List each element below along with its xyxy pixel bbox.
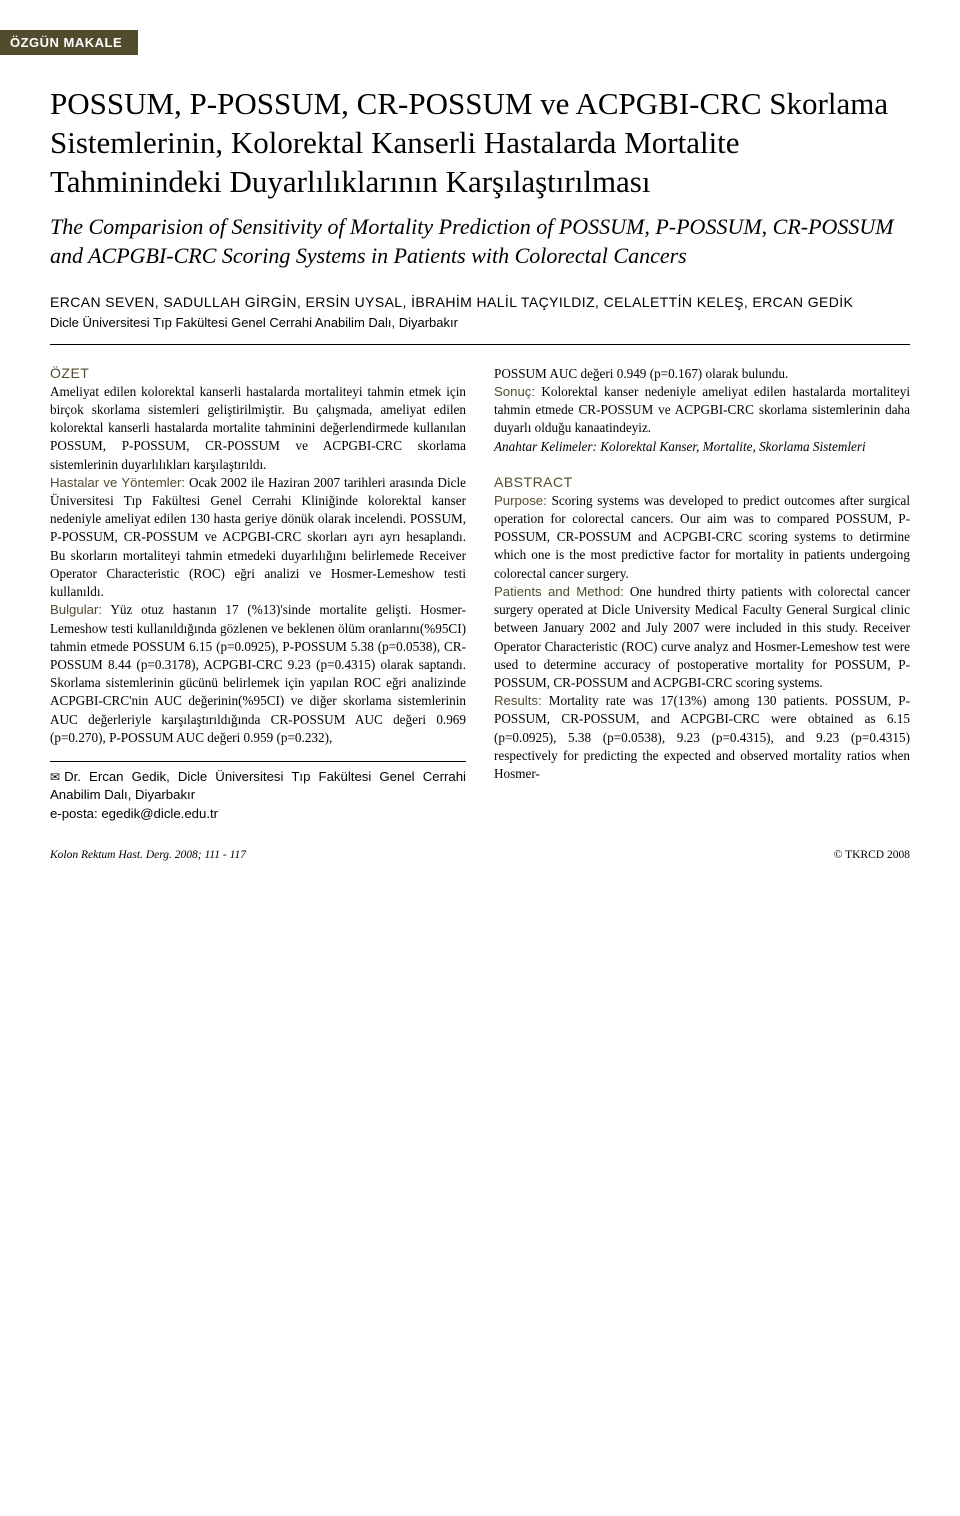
ozet-intro: Ameliyat edilen kolorektal kanserli hast…	[50, 383, 466, 474]
left-column: ÖZET Ameliyat edilen kolorektal kanserli…	[50, 365, 466, 823]
divider-rule	[50, 344, 910, 345]
abstract-results: Results: Mortality rate was 17(13%) amon…	[494, 692, 910, 783]
keywords-line: Anahtar Kelimeler: Kolorektal Kanser, Mo…	[494, 438, 910, 456]
footer-copyright: © TKRCD 2008	[834, 849, 910, 861]
page-footer: Kolon Rektum Hast. Derg. 2008; 111 - 117…	[50, 849, 910, 861]
patients-text: One hundred thirty patients with colorec…	[494, 584, 910, 690]
abstract-patients: Patients and Method: One hundred thirty …	[494, 583, 910, 692]
footer-citation: Kolon Rektum Hast. Derg. 2008; 111 - 117	[50, 849, 246, 861]
right-column: POSSUM AUC değeri 0.949 (p=0.167) olarak…	[494, 365, 910, 823]
abstract-purpose: Purpose: Scoring systems was developed t…	[494, 492, 910, 583]
sonuc-label: Sonuç:	[494, 384, 535, 399]
patients-label: Patients and Method:	[494, 584, 624, 599]
envelope-icon: ✉	[50, 770, 60, 784]
correspondence-block: ✉Dr. Ercan Gedik, Dicle Üniversitesi Tıp…	[50, 761, 466, 823]
affiliation: Dicle Üniversitesi Tıp Fakültesi Genel C…	[50, 315, 910, 330]
ozet-heading: ÖZET	[50, 365, 466, 381]
methods-text: Ocak 2002 ile Haziran 2007 tarihleri ara…	[50, 475, 466, 599]
correspond-name: Dr. Ercan Gedik, Dicle Üniversitesi Tıp …	[50, 769, 466, 802]
article-subtitle: The Comparision of Sensitivity of Mortal…	[50, 213, 910, 270]
purpose-label: Purpose:	[494, 493, 547, 508]
results-en-text: Mortality rate was 17(13%) among 130 pat…	[494, 693, 910, 781]
sonuc-paragraph: Sonuç: Kolorektal kanser nedeniyle ameli…	[494, 383, 910, 438]
right-top-continuation: POSSUM AUC değeri 0.949 (p=0.167) olarak…	[494, 365, 910, 383]
article-title: POSSUM, P-POSSUM, CR-POSSUM ve ACPGBI-CR…	[50, 85, 910, 201]
two-column-layout: ÖZET Ameliyat edilen kolorektal kanserli…	[50, 365, 910, 823]
methods-label: Hastalar ve Yöntemler:	[50, 475, 185, 490]
sonuc-text: Kolorektal kanser nedeniyle ameliyat edi…	[494, 384, 910, 435]
article-type-tag: ÖZGÜN MAKALE	[0, 30, 136, 55]
ozet-methods: Hastalar ve Yöntemler: Ocak 2002 ile Haz…	[50, 474, 466, 602]
results-label: Bulgular:	[50, 602, 102, 617]
ozet-results: Bulgular: Yüz otuz hastanın 17 (%13)'sin…	[50, 601, 466, 747]
abstract-heading: ABSTRACT	[494, 474, 910, 490]
results-text: Yüz otuz hastanın 17 (%13)'sinde mortali…	[50, 602, 466, 745]
results-en-label: Results:	[494, 693, 542, 708]
correspond-email: e-posta: egedik@dicle.edu.tr	[50, 806, 218, 821]
purpose-text: Scoring systems was developed to predict…	[494, 493, 910, 581]
authors-list: ERCAN SEVEN, SADULLAH GİRGİN, ERSİN UYSA…	[50, 292, 910, 312]
